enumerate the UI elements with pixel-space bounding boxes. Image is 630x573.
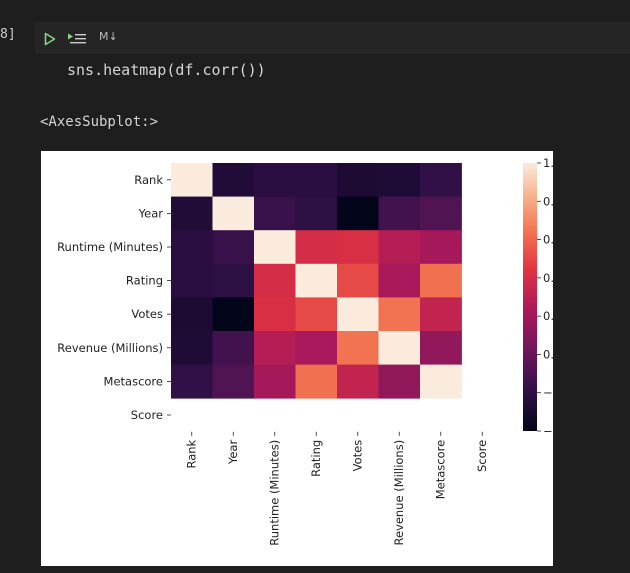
- heatmap-cell: [420, 331, 462, 365]
- heatmap-cell: [254, 163, 296, 197]
- heatmap-cell: [254, 263, 296, 298]
- output-text: <AxesSubplot:>: [40, 114, 159, 130]
- heatmap-cell: [171, 364, 213, 399]
- heatmap-cell: [420, 163, 462, 197]
- run-cell-button[interactable]: [44, 31, 56, 46]
- colorbar-tick-label: 0.4: [543, 271, 553, 285]
- heatmap-cell: [212, 163, 255, 197]
- heatmap-cell: [337, 331, 379, 365]
- heatmap-cell: [254, 331, 296, 365]
- x-tick-label: Votes: [351, 440, 365, 472]
- code-line[interactable]: sns.heatmap(df.corr()): [67, 61, 266, 79]
- cell-toolbar: M↓: [35, 22, 630, 54]
- heatmap-cell: [378, 263, 421, 298]
- heatmap-cell: [171, 331, 213, 365]
- heatmap-cell: [254, 230, 296, 265]
- heatmap-cell: [212, 196, 255, 231]
- heatmap-cell: [295, 263, 338, 298]
- heatmap-cell: [254, 196, 296, 231]
- heatmap-cell: [171, 230, 213, 265]
- heatmap-cell: [378, 297, 421, 332]
- heatmap-cell: [295, 331, 338, 365]
- run-below-icon: [68, 33, 86, 44]
- heatmap-cell: [378, 163, 421, 197]
- heatmap-cell: [420, 196, 462, 231]
- execution-count: 8]: [0, 27, 16, 42]
- x-tick-label: Metascore: [434, 440, 448, 499]
- colorbar-tick-label: 0.6: [543, 233, 553, 247]
- heatmap-cell: [295, 196, 338, 231]
- heatmap-cell: [212, 297, 255, 332]
- heatmap-cell: [337, 163, 379, 197]
- y-tick-label: Year: [138, 206, 164, 220]
- x-tick-label: Revenue (Millions): [392, 440, 406, 546]
- y-tick-label: Votes: [131, 307, 163, 321]
- colorbar-tick-label: −0.4: [543, 424, 553, 438]
- run-below-button[interactable]: [67, 31, 87, 45]
- heatmap-cell: [337, 364, 379, 399]
- colorbar: [523, 163, 537, 431]
- heatmap-cell: [295, 230, 338, 265]
- heatmap-cell: [420, 230, 462, 265]
- heatmap-cell: [295, 297, 338, 332]
- code-editor[interactable]: sns.heatmap(df.corr()): [35, 54, 630, 86]
- y-tick-label: Runtime (Minutes): [57, 240, 163, 254]
- colorbar-tick-label: 1.0: [543, 156, 553, 170]
- y-tick-label: Rating: [126, 274, 163, 288]
- heatmap-cell: [171, 263, 213, 298]
- colorbar-tick-label: 0.0: [543, 347, 553, 361]
- heatmap-cell: [254, 297, 296, 332]
- heatmap-cell: [420, 297, 462, 332]
- x-tick-label: Rank: [185, 439, 199, 468]
- heatmap-cell: [254, 364, 296, 399]
- heatmap-cell: [337, 196, 379, 231]
- x-tick-label: Year: [226, 440, 240, 466]
- heatmap-cell: [295, 364, 338, 399]
- heatmap-cell: [378, 364, 421, 399]
- heatmap-cell: [420, 263, 462, 298]
- x-tick-label: Rating: [309, 440, 323, 477]
- x-tick-label: Score: [475, 440, 489, 472]
- colorbar-tick-label: 0.8: [543, 194, 553, 208]
- play-icon: [44, 32, 56, 46]
- heatmap-cell: [337, 297, 379, 332]
- colorbar-tick-label: 0.2: [543, 309, 553, 323]
- heatmap-svg: Rank Year Runtime (Minutes) Rating Votes Reve…: [57, 156, 553, 546]
- y-tick-label: Score: [131, 408, 163, 422]
- y-tick-label: Rank: [134, 173, 163, 187]
- heatmap-cell: [212, 263, 255, 298]
- colorbar-tick-label: −0.2: [543, 386, 553, 400]
- x-tick-label: Runtime (Minutes): [268, 440, 282, 546]
- heatmap-cell: [295, 163, 338, 197]
- heatmap-cell: [171, 163, 213, 197]
- heatmap-cell: [378, 196, 421, 231]
- markdown-toggle-button[interactable]: M↓: [99, 30, 118, 43]
- notebook-cell[interactable]: M↓ sns.heatmap(df.corr()): [35, 22, 630, 86]
- heatmap-cell: [212, 230, 255, 265]
- heatmap-figure: Rank Year Runtime (Minutes) Rating Votes Reve…: [41, 151, 553, 566]
- y-tick-label: Revenue (Millions): [57, 341, 163, 355]
- heatmap-cell: [171, 297, 213, 332]
- heatmap-cell: [212, 331, 255, 365]
- heatmap-cell: [378, 230, 421, 265]
- heatmap-cell: [171, 196, 213, 231]
- heatmap-cell: [337, 263, 379, 298]
- y-tick-label: Metascore: [104, 374, 163, 388]
- heatmap-cell: [420, 364, 462, 399]
- heatmap-cell: [337, 230, 379, 265]
- heatmap-cell: [212, 364, 255, 399]
- heatmap-cell: [378, 331, 421, 365]
